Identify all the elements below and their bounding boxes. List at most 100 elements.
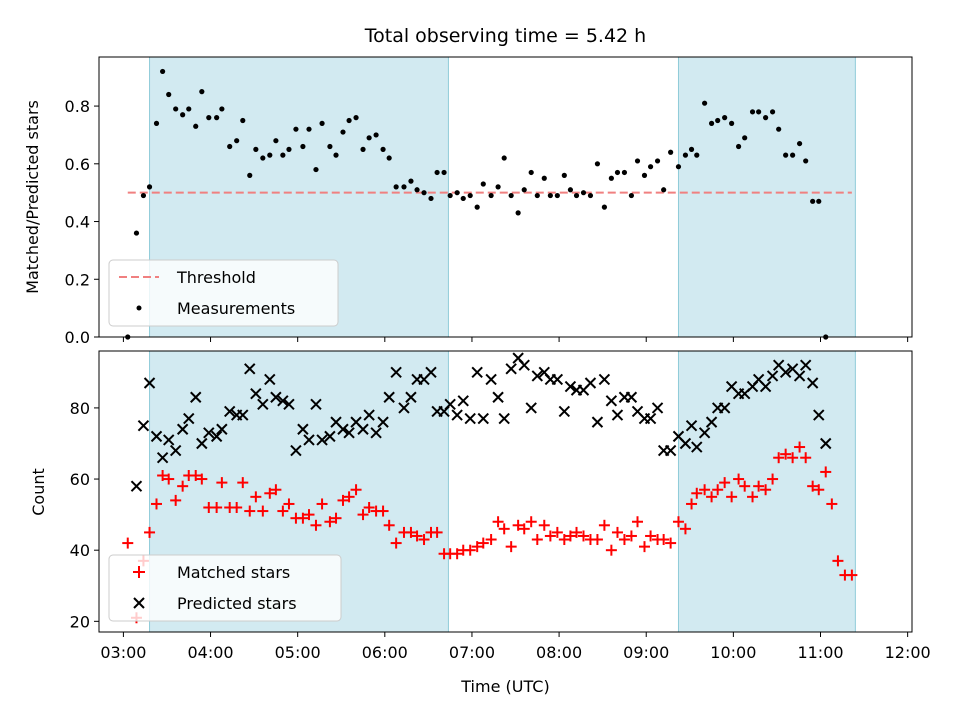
top-y-tick-label-2: 0.4 [65,213,90,232]
predicted-star-point-b-23 [283,398,295,411]
predicted-star-point-78 [651,402,664,414]
predicted-star-point-b-100 [799,359,812,371]
predicted-star-point-b-35 [363,409,375,421]
predicted-star-point-b-29 [324,430,336,443]
measurement-point-43 [414,187,420,193]
predicted-star-point-9 [190,391,202,403]
predicted-star-point-b-58 [518,359,530,371]
predicted-star-point-b-20 [264,373,276,386]
predicted-star-point-b-103 [820,437,832,450]
measurement-point-20 [260,155,266,161]
predicted-star-point-60 [531,370,544,382]
predicted-star-point-b-28 [316,434,328,446]
matched-star-point-68 [577,530,589,542]
matched-star-point-96 [767,473,779,485]
measurement-point-32 [340,129,346,135]
measurement-point-82 [675,164,682,170]
matched-star-point-55 [492,516,504,528]
measurement-point-97 [776,126,782,132]
measurement-point-18 [247,172,253,178]
measurement-point-83 [682,152,689,158]
measurement-point-42 [408,178,414,184]
predicted-star-point-b-11 [203,427,215,439]
predicted-star-point-16 [237,409,249,421]
measurement-point-16 [234,138,240,144]
measurement-point-35 [360,146,366,152]
predicted-star-point-20 [264,373,276,386]
predicted-star-point-b-47 [444,398,456,411]
matched-star-point-22 [270,484,282,496]
predicted-star-point-b-96 [772,359,785,371]
predicted-star-point-b-44 [425,366,437,379]
predicted-star-point-84 [691,441,703,453]
measurement-point-71 [601,204,608,210]
predicted-star-point-b-84 [691,441,703,453]
matched-star-point-3 [144,526,156,538]
predicted-star-point-b-72 [611,409,624,421]
measurement-point-8 [180,112,186,118]
predicted-star-point-b-8 [183,412,195,425]
bottom-y-axis-label: Count [29,468,48,516]
predicted-star-point-71 [605,395,618,407]
matched-star-point-28 [310,519,322,531]
matched-star-point-92 [739,480,751,492]
predicted-star-point-36 [370,427,382,439]
measurement-point-99 [790,152,796,158]
predicted-star-point-b-57 [512,352,524,364]
measurement-point-4 [153,120,160,126]
matched-star-point-57 [505,541,517,553]
measurement-point-74 [621,169,628,176]
predicted-star-point-99 [793,370,806,382]
predicted-star-point-b-56 [505,363,517,375]
matched-star-point-58 [512,519,524,531]
predicted-star-point-b-102 [813,409,825,421]
predicted-star-point-b-31 [337,423,349,435]
bottom-shade-1 [678,351,856,632]
predicted-star-point-b-94 [759,380,772,393]
predicted-star-point-19 [257,398,269,411]
x-tick-label-1: 04:00 [187,643,233,662]
measurement-point-12 [206,115,212,121]
matched-star-point-86 [699,484,711,496]
matched-star-point-32 [337,494,349,506]
matched-legend-label: Matched stars [177,563,290,582]
measurement-point-94 [756,109,762,115]
predicted-star-point-b-24 [290,444,302,457]
measurement-point-44 [421,190,427,196]
predicted-star-point-18 [250,387,262,400]
measurement-point-49 [454,190,460,196]
predicted-star-point-b-60 [531,370,544,382]
bottom-y-tick-label-1: 40 [70,541,90,560]
predicted-star-point-39 [390,366,402,379]
predicted-star-point-b-99 [793,370,806,382]
predicted-star-point-10 [196,437,208,450]
predicted-star-point-23 [283,398,295,411]
predicted-star-point-b-5 [163,434,175,446]
matched-star-point-77 [638,541,650,553]
predicted-star-point-b-21 [270,391,282,403]
predicted-star-point-86 [705,416,718,428]
measurement-point-28 [313,166,319,173]
measurement-point-1 [133,230,140,236]
measurement-point-11 [199,89,205,95]
measurement-point-85 [694,152,700,158]
matched-star-point-81 [665,537,677,549]
measurement-point-76 [634,158,641,164]
chart-title: Total observing time = 5.42 h [364,25,646,47]
matched-star-point-21 [264,487,276,499]
predicted-star-point-27 [310,398,322,411]
predicted-star-point-56 [505,363,517,375]
predicted-star-point-55 [498,412,510,425]
predicted-star-point-b-25 [297,423,309,435]
measurement-point-2 [140,192,147,199]
measurement-point-103 [816,198,822,204]
matched-star-point-66 [564,530,576,542]
measurement-point-31 [333,152,339,158]
matched-star-point-0 [122,537,134,549]
matched-star-point-44 [418,534,430,546]
predicted-star-point-b-0 [130,480,143,492]
measurement-point-58 [515,210,521,216]
predicted-star-point-35 [363,409,375,421]
predicted-star-point-b-80 [664,444,677,457]
predicted-star-point-b-18 [250,387,262,400]
